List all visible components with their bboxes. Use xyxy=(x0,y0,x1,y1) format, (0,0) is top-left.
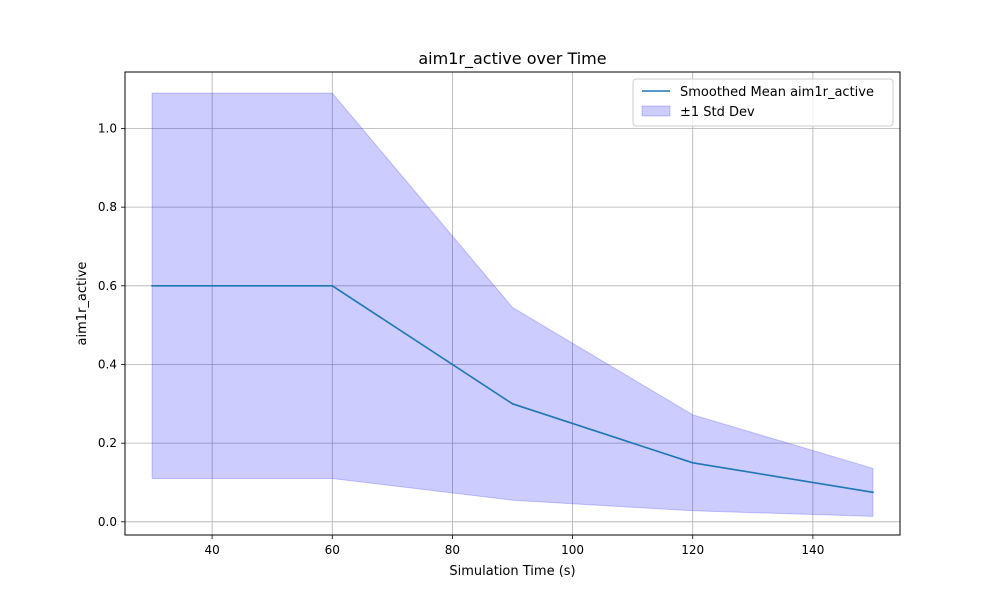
plot-frame xyxy=(124,71,901,536)
y-tick-label: 1.0 xyxy=(98,121,117,135)
legend-label-mean: Smoothed Mean aim1r_active xyxy=(680,85,874,100)
plot-area xyxy=(125,72,900,535)
mean-point xyxy=(691,461,694,464)
y-tick-label: 0.8 xyxy=(98,200,117,214)
std-dev-band xyxy=(151,92,874,517)
x-tick-label: 80 xyxy=(445,543,460,557)
chart-title: aim1r_active over Time xyxy=(418,49,606,69)
band-layer xyxy=(151,92,874,517)
x-tick-label: 140 xyxy=(801,543,824,557)
y-axis-label: aim1r_active xyxy=(75,262,90,346)
legend-band-swatch xyxy=(641,105,671,117)
mean-point xyxy=(872,491,874,494)
x-tick-label: 40 xyxy=(204,543,219,557)
y-tick-label: 0.0 xyxy=(98,515,117,529)
mean-point xyxy=(511,402,514,405)
y-tick-label: 0.2 xyxy=(98,436,117,450)
legend: Smoothed Mean aim1r_active ±1 Std Dev xyxy=(632,78,894,127)
x-tick-label: 60 xyxy=(325,543,340,557)
x-tick-label: 120 xyxy=(681,543,704,557)
x-axis-label: Simulation Time (s) xyxy=(449,564,575,579)
grid-layer xyxy=(125,72,900,535)
legend-label-std: ±1 Std Dev xyxy=(680,105,755,120)
line-layer xyxy=(151,284,874,494)
tick-layer: 40 60 80 100 120 140 0.0 0.2 0.4 0.6 0.8 1.0 xyxy=(98,121,824,557)
mean-point xyxy=(151,284,153,287)
x-tick-label: 100 xyxy=(561,543,584,557)
y-tick-label: 0.4 xyxy=(98,357,117,371)
y-tick-label: 0.6 xyxy=(98,279,117,293)
mean-point xyxy=(331,284,334,287)
legend-box xyxy=(632,78,894,127)
